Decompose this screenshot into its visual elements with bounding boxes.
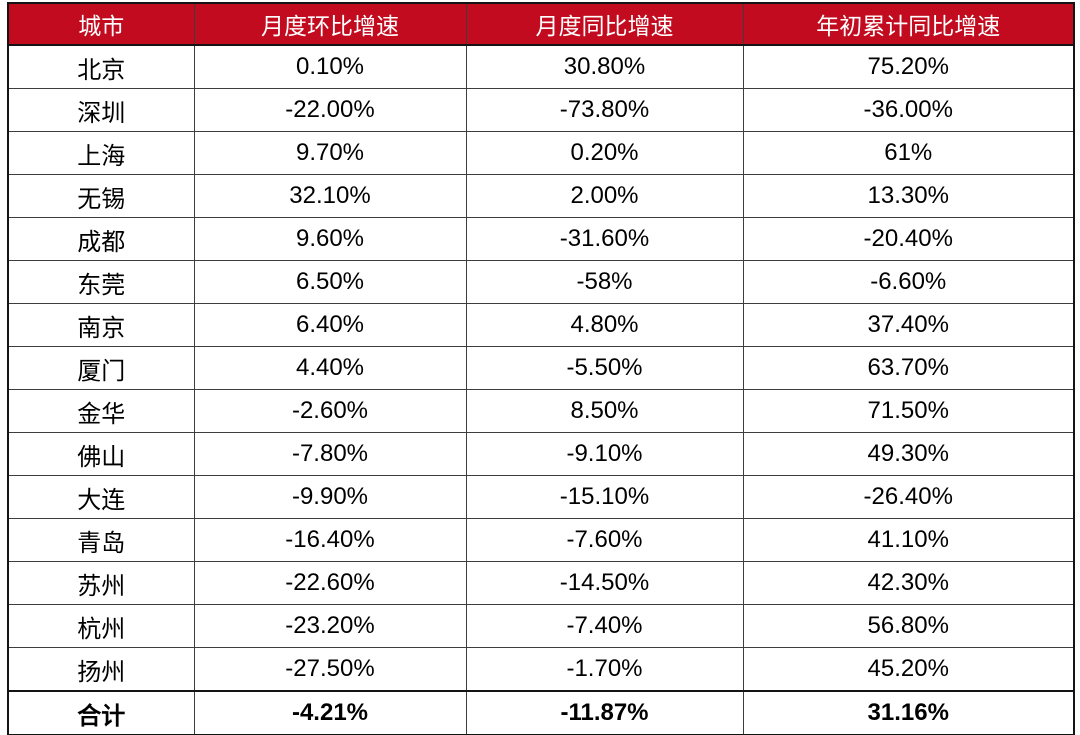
cell-mom: -22.00% — [193, 88, 467, 132]
cell-mom: -22.60% — [193, 561, 467, 605]
cell-ytd: -20.40% — [742, 217, 1075, 261]
cell-city: 南京 — [7, 303, 195, 347]
table-header: 城市 月度环比增速 月度同比增速 年初累计同比增速 — [7, 2, 1075, 46]
cell-mom: 6.50% — [193, 260, 467, 304]
total-cell-label: 合计 — [7, 690, 195, 735]
header-cell-city: 城市 — [7, 2, 195, 46]
cell-city: 深圳 — [7, 88, 195, 132]
cell-ytd: 45.20% — [742, 647, 1075, 692]
cell-mom: 6.40% — [193, 303, 467, 347]
city-growth-table: 城市 月度环比增速 月度同比增速 年初累计同比增速 北京 0.10% 30.80… — [7, 2, 1075, 735]
table-row: 无锡 32.10% 2.00% 13.30% — [7, 174, 1075, 218]
total-row: 合计 -4.21% -11.87% 31.16% — [7, 690, 1075, 735]
table-body: 北京 0.10% 30.80% 75.20% 深圳 -22.00% -73.80… — [7, 44, 1075, 735]
cell-city: 佛山 — [7, 432, 195, 476]
cell-ytd: 71.50% — [742, 389, 1075, 433]
cell-city: 青岛 — [7, 518, 195, 562]
table-row: 佛山 -7.80% -9.10% 49.30% — [7, 432, 1075, 476]
header-cell-yoy: 月度同比增速 — [465, 2, 744, 46]
cell-mom: 4.40% — [193, 346, 467, 390]
table-row: 扬州 -27.50% -1.70% 45.20% — [7, 647, 1075, 692]
cell-yoy: 0.20% — [465, 131, 744, 175]
cell-city: 上海 — [7, 131, 195, 175]
cell-yoy: -73.80% — [465, 88, 744, 132]
cell-yoy: -7.60% — [465, 518, 744, 562]
table-row: 成都 9.60% -31.60% -20.40% — [7, 217, 1075, 261]
cell-ytd: 61% — [742, 131, 1075, 175]
cell-ytd: -6.60% — [742, 260, 1075, 304]
cell-ytd: 41.10% — [742, 518, 1075, 562]
table-row: 厦门 4.40% -5.50% 63.70% — [7, 346, 1075, 390]
header-row: 城市 月度环比增速 月度同比增速 年初累计同比增速 — [7, 2, 1075, 46]
table-row: 上海 9.70% 0.20% 61% — [7, 131, 1075, 175]
cell-mom: -27.50% — [193, 647, 467, 692]
cell-yoy: -1.70% — [465, 647, 744, 692]
cell-ytd: 49.30% — [742, 432, 1075, 476]
table-row: 杭州 -23.20% -7.40% 56.80% — [7, 604, 1075, 648]
cell-city: 北京 — [7, 44, 195, 89]
cell-city: 东莞 — [7, 260, 195, 304]
cell-ytd: -26.40% — [742, 475, 1075, 519]
table-row: 苏州 -22.60% -14.50% 42.30% — [7, 561, 1075, 605]
cell-ytd: -36.00% — [742, 88, 1075, 132]
table-row: 南京 6.40% 4.80% 37.40% — [7, 303, 1075, 347]
cell-ytd: 37.40% — [742, 303, 1075, 347]
cell-city: 苏州 — [7, 561, 195, 605]
cell-mom: -9.90% — [193, 475, 467, 519]
cell-city: 金华 — [7, 389, 195, 433]
cell-yoy: -7.40% — [465, 604, 744, 648]
cell-city: 厦门 — [7, 346, 195, 390]
total-cell-mom: -4.21% — [193, 690, 467, 735]
cell-ytd: 13.30% — [742, 174, 1075, 218]
cell-yoy: 2.00% — [465, 174, 744, 218]
cell-yoy: -9.10% — [465, 432, 744, 476]
table-row: 大连 -9.90% -15.10% -26.40% — [7, 475, 1075, 519]
cell-city: 扬州 — [7, 647, 195, 692]
table-row: 青岛 -16.40% -7.60% 41.10% — [7, 518, 1075, 562]
cell-city: 无锡 — [7, 174, 195, 218]
cell-mom: -23.20% — [193, 604, 467, 648]
table-row: 东莞 6.50% -58% -6.60% — [7, 260, 1075, 304]
cell-yoy: -14.50% — [465, 561, 744, 605]
cell-ytd: 75.20% — [742, 44, 1075, 89]
cell-yoy: 8.50% — [465, 389, 744, 433]
cell-mom: -16.40% — [193, 518, 467, 562]
cell-yoy: 30.80% — [465, 44, 744, 89]
cell-mom: 9.60% — [193, 217, 467, 261]
cell-ytd: 56.80% — [742, 604, 1075, 648]
cell-ytd: 42.30% — [742, 561, 1075, 605]
cell-yoy: 4.80% — [465, 303, 744, 347]
cell-yoy: -5.50% — [465, 346, 744, 390]
header-cell-mom: 月度环比增速 — [193, 2, 467, 46]
cell-ytd: 63.70% — [742, 346, 1075, 390]
cell-mom: -2.60% — [193, 389, 467, 433]
cell-city: 成都 — [7, 217, 195, 261]
table-row: 金华 -2.60% 8.50% 71.50% — [7, 389, 1075, 433]
total-cell-ytd: 31.16% — [742, 690, 1075, 735]
cell-city: 大连 — [7, 475, 195, 519]
cell-mom: 0.10% — [193, 44, 467, 89]
cell-mom: -7.80% — [193, 432, 467, 476]
header-cell-ytd: 年初累计同比增速 — [742, 2, 1075, 46]
cell-mom: 32.10% — [193, 174, 467, 218]
cell-yoy: -31.60% — [465, 217, 744, 261]
table-row: 北京 0.10% 30.80% 75.20% — [7, 44, 1075, 89]
total-cell-yoy: -11.87% — [465, 690, 744, 735]
table-row: 深圳 -22.00% -73.80% -36.00% — [7, 88, 1075, 132]
cell-yoy: -58% — [465, 260, 744, 304]
cell-yoy: -15.10% — [465, 475, 744, 519]
cell-mom: 9.70% — [193, 131, 467, 175]
cell-city: 杭州 — [7, 604, 195, 648]
